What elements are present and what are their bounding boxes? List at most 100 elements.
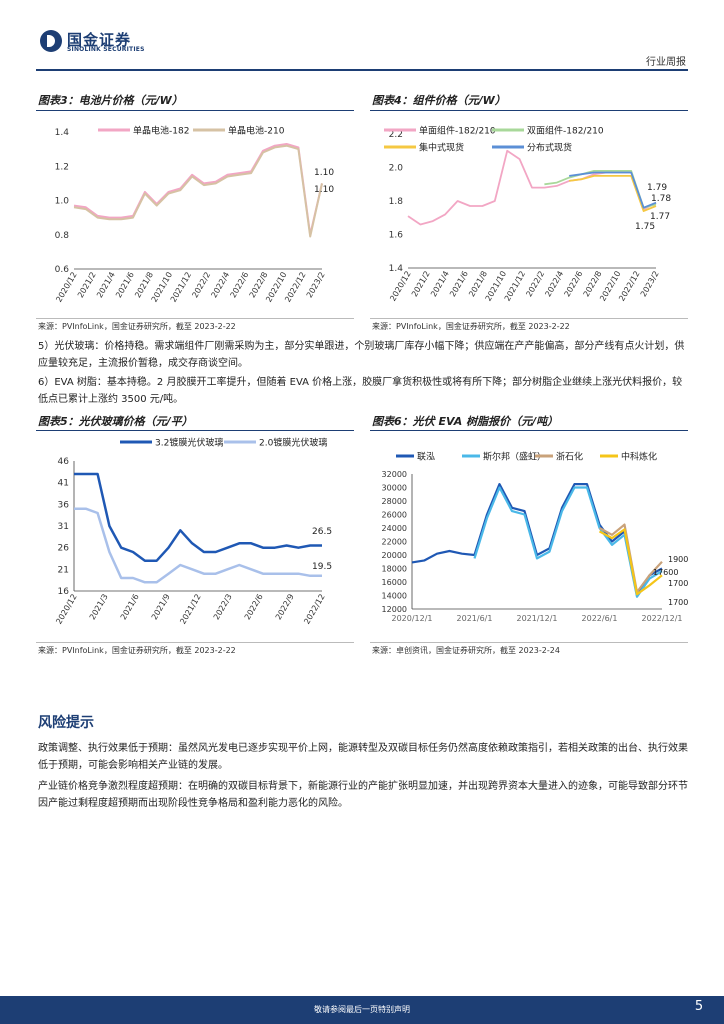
y-tick-label: 1.2: [55, 162, 69, 172]
x-tick-label: 2021/6: [119, 593, 141, 622]
y-tick-label: 36: [58, 500, 70, 510]
page-number: 5: [694, 999, 704, 1014]
x-tick-label: 2021/12: [178, 593, 202, 626]
series-line-3: [598, 528, 663, 596]
series-line-3: [569, 171, 657, 209]
legend-label: 分布式现货: [527, 142, 572, 154]
legend-label: 浙石化: [556, 451, 583, 463]
fig4-source-rule: [370, 318, 688, 319]
fig5-title-rule: [36, 430, 354, 431]
y-tick-label: 1.6: [389, 231, 404, 241]
report-type: 行业周报: [646, 57, 686, 68]
x-tick-label: 2023/2: [305, 271, 327, 300]
y-tick-label: 46: [58, 457, 70, 467]
data-label: 17600: [653, 568, 678, 577]
legend-label: 单面组件-182/210: [419, 125, 496, 137]
legend-label: 单晶电池-210: [228, 125, 285, 137]
x-tick-label: 2020/12/1: [391, 614, 432, 623]
x-tick-label: 2023/2: [639, 270, 661, 299]
x-tick-label: 2022/3: [212, 593, 234, 622]
series-line-0: [74, 472, 322, 562]
y-tick-label: 41: [58, 479, 69, 489]
fig5-chart: 16 21 26 31 36 41 46 2020/12 2021/3 2021/6 2021/9 2…: [54, 437, 332, 626]
data-label: 1.10: [314, 185, 334, 195]
data-label: 1.79: [647, 183, 667, 193]
risk-section-title: 风险提示: [38, 715, 94, 731]
fig5-source: 来源：PVInfoLink，国金证券研究所，截至 2023-2-22: [38, 646, 236, 655]
data-label: 19.5: [312, 562, 332, 572]
y-tick-label: 28000: [382, 497, 407, 506]
y-tick-label: 21: [58, 565, 69, 575]
series-line-1: [74, 507, 322, 584]
legend-label: 双面组件-182/210: [527, 125, 604, 137]
fig3-chart: 0.60.81.01.21.42020/122021/22021/42021/6…: [54, 125, 334, 304]
company-logo-icon: [40, 30, 62, 52]
y-tick-label: 14000: [382, 592, 407, 601]
fig4-chart: 1.41.61.82.02.22020/122021/22021/42021/6…: [384, 125, 671, 303]
y-tick-label: 26000: [382, 511, 407, 520]
fig6-chart: 12000 14000 16000 18000 20000 22000 24000 26000…: [382, 451, 688, 624]
x-tick-label: 2022/6/1: [582, 614, 618, 623]
fig5-source-rule: [36, 642, 354, 643]
x-tick-label: 2020/12: [54, 271, 78, 304]
x-tick-label: 2021/9: [150, 593, 172, 622]
legend-label: 3.2镀膜光伏玻璃: [155, 437, 223, 449]
y-tick-label: 1.0: [55, 197, 70, 207]
legend-label: 联泓: [417, 452, 435, 463]
fig3-source: 来源：PVInfoLink，国金证券研究所，截至 2023-2-22: [38, 322, 236, 331]
data-label: 19000: [668, 555, 688, 564]
fig3-title-rule: [36, 110, 354, 111]
fig6-title-rule: [370, 430, 688, 431]
data-label: 1.77: [650, 212, 670, 222]
legend-label: 斯尔邦（盛虹）: [483, 451, 546, 463]
y-tick-label: 22000: [382, 538, 407, 547]
series-line-0: [73, 143, 323, 236]
fig3-source-rule: [36, 318, 354, 319]
y-tick-label: 2.2: [389, 130, 403, 140]
y-tick-label: 1.8: [389, 197, 404, 207]
fig3-title: 图表3：电池片价格（元/W）: [38, 94, 183, 107]
y-tick-label: 31: [58, 522, 69, 532]
y-tick-label: 1.4: [55, 128, 70, 138]
data-label: 26.5: [312, 527, 332, 537]
x-tick-label: 2020/12: [54, 593, 78, 626]
y-tick-label: 30000: [382, 484, 407, 493]
y-tick-label: 12000: [382, 605, 407, 614]
risk-paragraph-policy: 政策调整、执行效果低于预期：虽然风光发电已逐步实现平价上网，能源转型及双碳目标任…: [38, 743, 688, 771]
paragraph-eva: 6）EVA 树脂：基本持稳。2 月胶膜开工率提升，但随着 EVA 价格上涨，胶膜…: [38, 377, 683, 405]
y-tick-label: 0.6: [55, 265, 70, 275]
fig4-source: 来源：PVInfoLink，国金证券研究所，截至 2023-2-22: [372, 322, 570, 331]
footer-disclaimer: 敬请参阅最后一页特别声明: [314, 1005, 410, 1014]
series-line-0: [407, 149, 657, 226]
y-tick-label: 24000: [382, 524, 407, 533]
header-divider: [36, 69, 688, 71]
y-tick-label: 20000: [382, 551, 407, 560]
paragraph-glass: 5）光伏玻璃：价格持稳。需求端组件厂刚需采购为主，部分实单跟进，个别玻璃厂库存小…: [38, 341, 685, 369]
y-tick-label: 32000: [382, 470, 407, 479]
x-tick-label: 2022/12/1: [641, 614, 682, 623]
data-label: 1.10: [314, 168, 334, 178]
x-tick-label: 2021/12/1: [516, 614, 557, 623]
x-tick-label: 2022/12: [302, 593, 326, 626]
fig5-title: 图表5：光伏玻璃价格（元/平）: [38, 415, 193, 428]
footer-bar: [0, 996, 724, 1024]
legend-label: 2.0镀膜光伏玻璃: [259, 437, 327, 449]
y-tick-label: 0.8: [55, 231, 70, 241]
x-tick-label: 2022/9: [274, 593, 296, 622]
legend-label: 单晶电池-182: [133, 125, 189, 137]
company-name-en: SINOLINK SECURITIES: [67, 46, 145, 53]
y-tick-label: 16000: [382, 578, 407, 587]
fig4-title-rule: [370, 110, 688, 111]
fig6-title: 图表6：光伏 EVA 树脂报价（元/吨）: [372, 415, 559, 428]
x-tick-label: 2022/6: [243, 593, 265, 622]
data-label: 1.75: [635, 222, 655, 232]
y-tick-label: 26: [58, 544, 70, 554]
data-label: 17000: [668, 579, 688, 588]
x-tick-label: 2021/3: [88, 593, 110, 622]
data-label: 1.78: [651, 194, 671, 204]
fig6-source: 来源：卓创资讯，国金证券研究所，截至 2023-2-24: [372, 646, 560, 655]
data-label: 17000: [668, 598, 688, 607]
series-line-2: [569, 175, 657, 212]
legend-label: 集中式现货: [419, 142, 464, 154]
y-tick-label: 1.4: [389, 264, 404, 274]
